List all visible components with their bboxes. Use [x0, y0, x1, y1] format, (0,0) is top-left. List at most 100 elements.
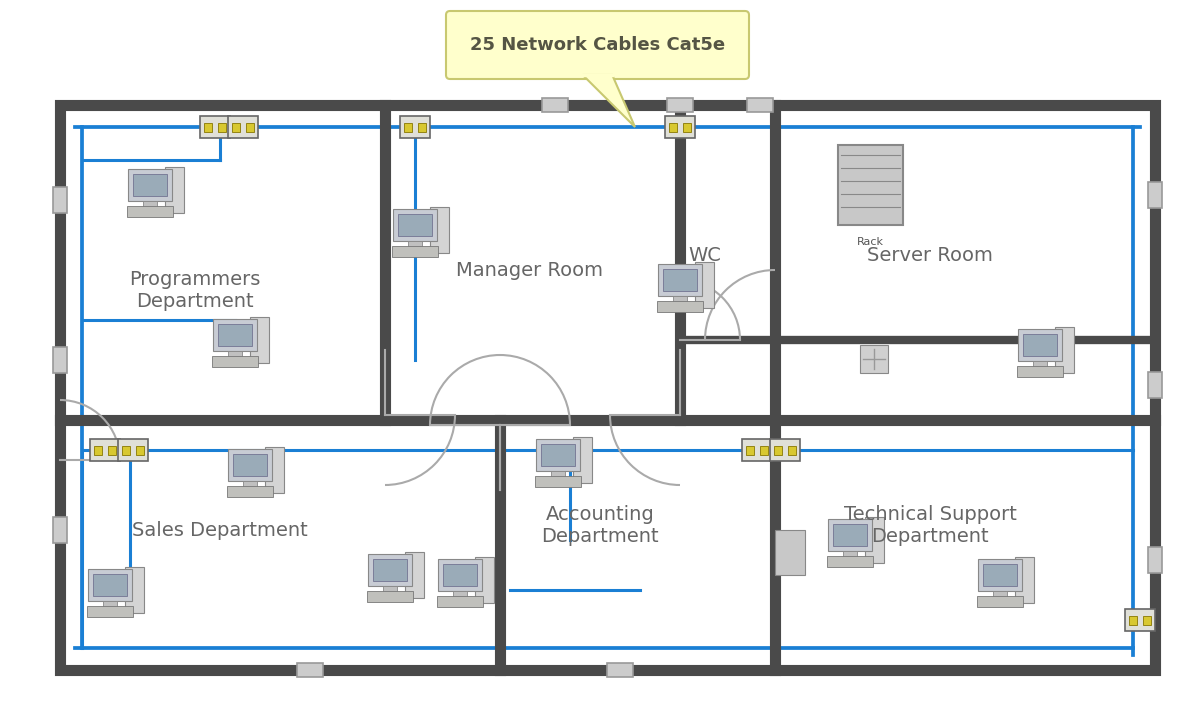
Bar — [126, 206, 173, 218]
Bar — [143, 201, 157, 208]
Bar — [393, 209, 437, 241]
Text: Programmers
Department: Programmers Department — [129, 270, 261, 310]
FancyBboxPatch shape — [445, 11, 749, 79]
Bar — [408, 241, 421, 248]
Bar — [243, 481, 256, 488]
Bar — [53, 187, 67, 213]
Bar — [1016, 366, 1063, 377]
Bar — [1023, 334, 1057, 356]
Bar — [122, 446, 130, 455]
Bar — [265, 447, 284, 494]
Bar — [657, 264, 702, 296]
Bar — [1147, 182, 1162, 208]
Bar — [437, 596, 483, 608]
Bar — [226, 486, 273, 497]
Bar — [406, 552, 424, 598]
Text: Technical Support
Department: Technical Support Department — [844, 505, 1016, 545]
Bar — [368, 554, 412, 586]
Bar — [53, 517, 67, 543]
Bar — [843, 551, 857, 558]
Bar — [383, 586, 397, 593]
Bar — [760, 446, 768, 455]
Bar — [165, 167, 184, 213]
Bar — [982, 564, 1017, 586]
Bar — [669, 123, 677, 132]
Text: WC: WC — [689, 246, 721, 265]
Bar — [860, 345, 889, 373]
Bar — [866, 517, 884, 563]
Bar — [203, 123, 212, 132]
Bar — [228, 116, 258, 138]
Bar — [367, 591, 413, 602]
Bar — [400, 116, 430, 138]
Bar — [104, 601, 117, 608]
Bar — [200, 116, 230, 138]
Bar — [771, 439, 799, 461]
Bar — [418, 123, 426, 132]
Bar — [551, 471, 565, 478]
Bar — [213, 319, 258, 351]
Text: Rack: Rack — [856, 237, 884, 247]
Polygon shape — [583, 75, 635, 127]
Bar — [827, 556, 873, 567]
Bar — [742, 439, 772, 461]
Bar — [536, 439, 580, 471]
Bar — [667, 98, 694, 112]
Bar — [663, 269, 697, 291]
Bar — [1017, 328, 1062, 361]
Bar — [542, 98, 568, 112]
Bar — [234, 454, 267, 476]
Bar — [787, 446, 796, 455]
Bar — [453, 591, 467, 598]
Bar — [476, 557, 494, 603]
Bar — [1125, 609, 1155, 631]
Bar — [232, 123, 240, 132]
Bar — [246, 123, 254, 132]
Bar — [136, 446, 144, 455]
Bar — [976, 596, 1023, 608]
Bar — [88, 568, 132, 601]
Bar — [218, 123, 226, 132]
Bar — [443, 564, 477, 586]
Bar — [118, 439, 148, 461]
Bar — [373, 559, 407, 581]
Bar — [695, 262, 714, 308]
Bar — [438, 559, 482, 591]
Bar — [125, 567, 144, 613]
Bar — [1147, 547, 1162, 573]
Bar — [430, 207, 449, 253]
Bar — [775, 530, 805, 575]
Bar — [838, 145, 903, 225]
Bar — [229, 351, 242, 358]
Bar — [1033, 361, 1046, 368]
Bar — [399, 214, 432, 236]
Bar — [541, 444, 576, 466]
Bar — [405, 123, 412, 132]
Text: Sales Department: Sales Department — [132, 521, 308, 539]
Text: Server Room: Server Room — [867, 246, 993, 265]
Bar — [535, 476, 582, 487]
Bar — [212, 356, 259, 367]
Text: 25 Network Cables Cat5e: 25 Network Cables Cat5e — [470, 36, 725, 54]
Bar — [573, 436, 592, 484]
Bar — [1055, 327, 1074, 373]
Bar — [683, 123, 691, 132]
Bar — [250, 317, 268, 363]
Bar — [833, 524, 867, 546]
Bar — [128, 169, 172, 201]
Bar — [993, 591, 1007, 598]
Bar — [1147, 372, 1162, 398]
Bar — [228, 449, 272, 481]
Bar — [90, 439, 120, 461]
Bar — [978, 559, 1022, 591]
Bar — [53, 347, 67, 373]
Bar — [656, 301, 703, 312]
Bar — [673, 296, 686, 303]
Bar — [60, 105, 1155, 670]
Bar — [774, 446, 783, 455]
Bar — [132, 174, 167, 196]
Bar — [1129, 616, 1137, 625]
Bar — [665, 116, 695, 138]
Bar — [93, 574, 126, 596]
Bar — [1143, 616, 1151, 625]
